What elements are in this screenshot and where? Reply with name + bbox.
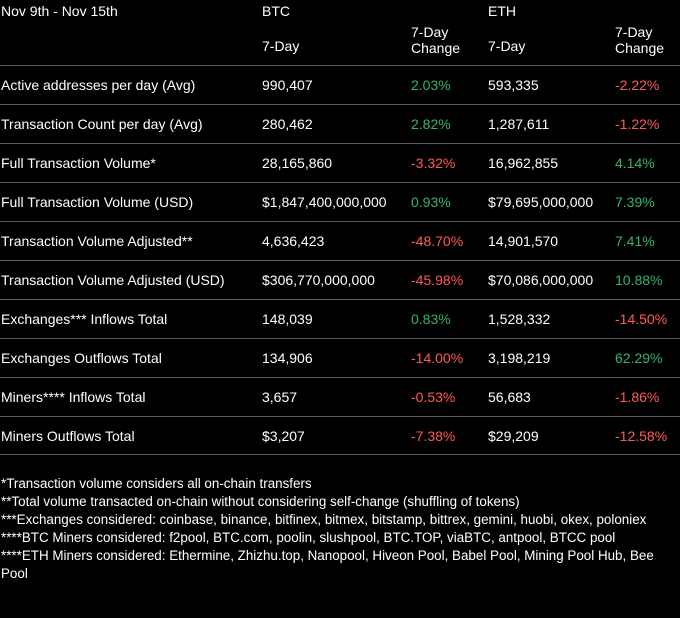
footnote: **Total volume transacted on-chain witho… [1, 494, 520, 509]
table-row: Full Transaction Volume* 28,165,860 -3.32%… [0, 143, 680, 182]
eth-value: 1,287,611 [488, 116, 550, 132]
metric-label: Active addresses per day (Avg) [1, 77, 196, 93]
eth-value: 3,198,219 [488, 350, 551, 366]
btc-change: 2.03% [411, 77, 451, 93]
table-row: Active addresses per day (Avg) 990,407 2.0… [0, 65, 680, 104]
btc-change: 0.93% [411, 194, 451, 210]
table-row: Transaction Volume Adjusted** 4,636,423 -4… [0, 221, 680, 260]
eth-value-column-header: 7-Day [488, 38, 526, 54]
table-row: Transaction Volume Adjusted (USD) $306,77… [0, 260, 680, 299]
btc-change: -0.53% [411, 389, 456, 405]
metric-label: Transaction Count per day (Avg) [1, 116, 203, 132]
btc-change: 0.83% [411, 311, 451, 327]
eth-value: 16,962,855 [488, 155, 559, 171]
eth-change-column-header: 7-Day Change [615, 24, 665, 56]
metric-label: Full Transaction Volume* [1, 155, 156, 171]
btc-value: 4,636,423 [262, 233, 325, 249]
btc-change: -48.70% [411, 233, 464, 249]
metric-label: Transaction Volume Adjusted** [1, 233, 193, 249]
table-row: Transaction Count per day (Avg) 280,462 2.… [0, 104, 680, 143]
btc-value: $1,847,400,000,000 [262, 194, 387, 210]
footnote: ****BTC Miners considered: f2pool, BTC.c… [1, 530, 616, 545]
btc-change-column-header: 7-Day Change [411, 24, 461, 56]
eth-change: 4.14% [615, 155, 655, 171]
eth-value: 1,528,332 [488, 311, 551, 327]
btc-value: 3,657 [262, 389, 298, 405]
btc-value: $306,770,000,000 [262, 272, 375, 288]
eth-change: -1.86% [615, 389, 660, 405]
metric-label: Transaction Volume Adjusted (USD) [1, 272, 225, 288]
btc-change: -3.32% [411, 155, 456, 171]
eth-value: $79,695,000,000 [488, 194, 594, 210]
table-row: Full Transaction Volume (USD) $1,847,400,… [0, 182, 680, 221]
btc-change: -45.98% [411, 272, 464, 288]
btc-value: 134,906 [262, 350, 313, 366]
metric-label: Exchanges Outflows Total [1, 350, 162, 366]
btc-value: 990,407 [262, 77, 313, 93]
eth-value: 56,683 [488, 389, 531, 405]
metric-label: Exchanges*** Inflows Total [1, 311, 168, 327]
eth-change: -1.22% [615, 116, 660, 132]
eth-change: 7.39% [615, 194, 655, 210]
metric-label: Miners**** Inflows Total [1, 389, 146, 405]
table-row: Exchanges*** Inflows Total 148,039 0.83% 1,… [0, 299, 680, 338]
btc-value: $3,207 [262, 427, 305, 444]
metric-label: Miners Outflows Total [1, 427, 135, 444]
eth-change: 7.41% [615, 233, 655, 249]
btc-value: 280,462 [262, 116, 313, 132]
eth-value: $70,086,000,000 [488, 272, 594, 288]
footnote: ****ETH Miners considered: Ethermine, Zh… [1, 548, 654, 581]
eth-change: 62.29% [615, 350, 663, 366]
eth-value: $29,209 [488, 427, 539, 444]
btc-change: -14.00% [411, 350, 464, 366]
date-range: Nov 9th - Nov 15th [1, 3, 118, 19]
eth-change: -14.50% [615, 311, 668, 327]
footnotes: *Transaction volume considers all on-cha… [1, 475, 677, 583]
table-row: Miners Outflows Total $3,207 -7.38% $29,209… [0, 416, 680, 455]
footnote: ***Exchanges considered: coinbase, binan… [1, 512, 647, 527]
metric-label: Full Transaction Volume (USD) [1, 194, 194, 210]
btc-change: -7.38% [411, 427, 456, 444]
btc-value: 148,039 [262, 311, 313, 327]
table-row: Miners**** Inflows Total 3,657 -0.53% 56,68… [0, 377, 680, 416]
metrics-table: Active addresses per day (Avg) 990,407 2.0… [0, 65, 680, 455]
footnote: *Transaction volume considers all on-cha… [1, 476, 312, 491]
eth-value: 593,335 [488, 77, 539, 93]
eth-value: 14,901,570 [488, 233, 559, 249]
eth-change: -12.58% [615, 427, 668, 444]
eth-change: -2.22% [615, 77, 660, 93]
btc-value: 28,165,860 [262, 155, 333, 171]
eth-change: 10.88% [615, 272, 663, 288]
btc-change: 2.82% [411, 116, 451, 132]
btc-value-column-header: 7-Day [262, 38, 300, 54]
eth-header: ETH [488, 3, 516, 19]
btc-header: BTC [262, 3, 290, 19]
table-row: Exchanges Outflows Total 134,906 -14.00% 3,… [0, 338, 680, 377]
